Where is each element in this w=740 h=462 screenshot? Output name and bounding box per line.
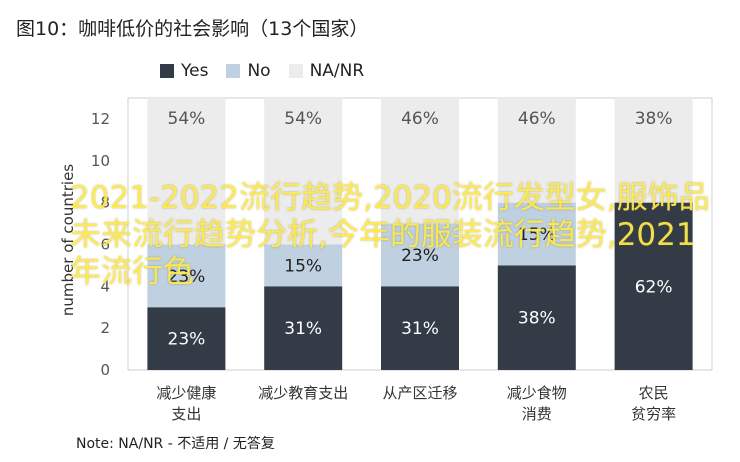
data-label: 23% [168, 330, 206, 350]
legend: Yes No NA/NR [160, 61, 364, 81]
data-label: 15% [518, 225, 556, 245]
chart-title: 图10：咖啡低价的社会影响（13个国家） [16, 18, 369, 40]
category-label: 农民 [639, 384, 669, 402]
y-tick-label: 12 [91, 110, 110, 128]
bar-segment-yes-2 [381, 286, 459, 370]
y-tick-label: 10 [91, 152, 110, 170]
bar-segment-no-3 [497, 202, 576, 266]
legend-label-no: No [247, 61, 271, 81]
data-label: 31% [401, 319, 439, 339]
legend-item-yes: Yes [160, 61, 208, 81]
bar-segment-no-0 [147, 244, 226, 308]
data-label: 38% [518, 309, 556, 329]
category-label: 贫穷率 [631, 405, 676, 423]
data-label: 46% [518, 109, 556, 129]
bar-segment-yes-4 [614, 202, 693, 370]
bar-segment-yes-3 [497, 265, 576, 370]
bar-segment-no-2 [381, 223, 459, 287]
legend-item-no: No [226, 61, 271, 81]
data-label: 23% [401, 246, 439, 266]
y-axis-label: number of countries [59, 164, 77, 316]
data-label: 38% [635, 109, 673, 129]
chart-note: Note: NA/NR - 不适用 / 无答复 [76, 436, 275, 452]
data-label: 54% [284, 109, 322, 129]
bar-segment-nanr-4 [614, 98, 693, 203]
bar-segment-yes-0 [147, 307, 226, 370]
category-label: 减少教育支出 [258, 384, 348, 402]
data-label: 62% [635, 277, 673, 297]
y-tick-label: 2 [100, 319, 110, 337]
bar-segment-yes-1 [264, 286, 343, 370]
y-tick-label: 4 [100, 277, 110, 295]
legend-swatch-nanr [288, 64, 303, 78]
category-label: 从产区迁移 [382, 384, 457, 402]
bar-segment-nanr-1 [264, 98, 343, 245]
data-label: 46% [401, 109, 439, 129]
category-label: 减少食物 [507, 384, 567, 402]
y-tick-label: 0 [100, 361, 110, 379]
legend-item-nanr: NA/NR [288, 61, 365, 81]
y-tick-label: 6 [100, 235, 110, 253]
category-label: 减少健康 [156, 384, 216, 402]
bar-segment-nanr-3 [497, 98, 576, 203]
category-label: 消费 [522, 405, 552, 423]
bar-segment-nanr-0 [147, 98, 226, 245]
legend-label-nanr: NA/NR [309, 61, 365, 81]
data-label: 31% [284, 319, 322, 339]
legend-label-yes: Yes [181, 61, 209, 81]
bar-segment-no-1 [264, 244, 343, 287]
category-label: 支出 [171, 405, 201, 423]
data-label: 15% [284, 256, 322, 276]
legend-swatch-yes [160, 64, 174, 78]
y-tick-label: 8 [100, 194, 110, 212]
legend-swatch-no [226, 64, 241, 78]
data-label: 54% [168, 109, 206, 129]
data-label: 23% [168, 267, 206, 287]
bar-segment-nanr-2 [381, 98, 459, 224]
